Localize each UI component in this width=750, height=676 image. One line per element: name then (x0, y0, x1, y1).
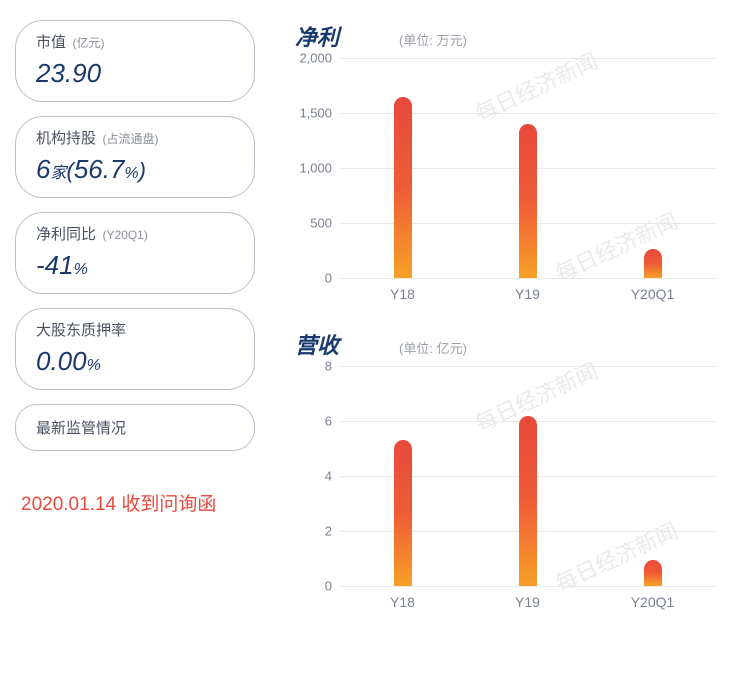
profit-yoy-card: 净利同比 (Y20Q1) -41% (15, 212, 255, 294)
right-panel: 净利 (单位: 万元) 05001,0001,5002,000Y18Y19Y20… (255, 20, 735, 636)
y-tick: 1,000 (299, 161, 332, 176)
y-tick: 1,500 (299, 106, 332, 121)
x-tick: Y19 (465, 586, 590, 616)
bar (644, 249, 662, 278)
y-tick: 6 (325, 414, 332, 429)
inst-holding-value: 6家(56.7%) (36, 154, 234, 185)
bar (519, 416, 537, 587)
bar (394, 97, 412, 279)
profit-chart-unit: (单位: 万元) (399, 30, 467, 49)
pledge-num: 0.00 (36, 346, 87, 376)
pledge-card: 大股东质押率 0.00% (15, 308, 255, 390)
profit-yoy-label: 净利同比 (36, 226, 96, 243)
profit-chart-title: 净利 (295, 20, 339, 52)
y-tick: 0 (325, 271, 332, 286)
x-tick: Y20Q1 (590, 586, 715, 616)
pledge-unit: % (87, 357, 101, 374)
y-tick: 2,000 (299, 51, 332, 66)
regulatory-card: 最新监管情况 (15, 404, 255, 451)
pledge-label: 大股东质押率 (36, 322, 126, 339)
profit-yoy-value: -41% (36, 250, 234, 281)
market-cap-card: 市值 (亿元) 23.90 (15, 20, 255, 102)
revenue-chart-block: 营收 (单位: 亿元) 0 2 4 6 8 Y18Y19Y20Q1 (285, 328, 735, 616)
pledge-value: 0.00% (36, 346, 234, 377)
inst-holding-sub: (占流通盘) (102, 132, 158, 146)
inst-count-unit: 家 (50, 165, 66, 182)
y-tick: 8 (325, 359, 332, 374)
market-cap-sub: (亿元) (72, 36, 104, 50)
inst-holding-label: 机构持股 (36, 130, 96, 147)
market-cap-value: 23.90 (36, 58, 234, 89)
alert-text: 2020.01.14 收到问询函 (15, 489, 255, 516)
profit-yoy-sub: (Y20Q1) (102, 228, 147, 242)
profit-yoy-unit: % (74, 261, 88, 278)
inst-bracket-close: ) (139, 158, 146, 183)
revenue-chart-title: 营收 (295, 328, 339, 360)
y-tick: 2 (325, 524, 332, 539)
revenue-chart: 02468Y18Y19Y20Q1 (285, 366, 725, 616)
bar (394, 440, 412, 586)
x-tick: Y18 (340, 586, 465, 616)
profit-yoy-num: -41 (36, 250, 74, 280)
revenue-chart-unit: (单位: 亿元) (399, 338, 467, 357)
profit-chart-block: 净利 (单位: 万元) 0 500 1,000 1,500 2,000 Y18Y19Y20… (285, 20, 735, 308)
x-tick: Y19 (465, 278, 590, 308)
left-panel: 市值 (亿元) 23.90 机构持股 (占流通盘) 6家(56.7%) 净利同比… (15, 20, 255, 636)
x-tick: Y20Q1 (590, 278, 715, 308)
inst-count: 6 (36, 154, 50, 184)
inst-bracket-open: ( (66, 158, 73, 183)
regulatory-label: 最新监管情况 (36, 420, 126, 437)
inst-pct-unit: % (124, 165, 138, 182)
inst-holding-card: 机构持股 (占流通盘) 6家(56.7%) (15, 116, 255, 198)
profit-chart: 05001,0001,5002,000Y18Y19Y20Q1 (285, 58, 725, 308)
y-tick: 0 (325, 579, 332, 594)
market-cap-label: 市值 (36, 34, 66, 51)
bar (644, 560, 662, 586)
y-tick: 500 (310, 216, 332, 231)
main-container: 市值 (亿元) 23.90 机构持股 (占流通盘) 6家(56.7%) 净利同比… (0, 0, 750, 656)
inst-pct: 56.7 (74, 154, 125, 184)
x-tick: Y18 (340, 278, 465, 308)
bar (519, 124, 537, 278)
y-tick: 4 (325, 469, 332, 484)
